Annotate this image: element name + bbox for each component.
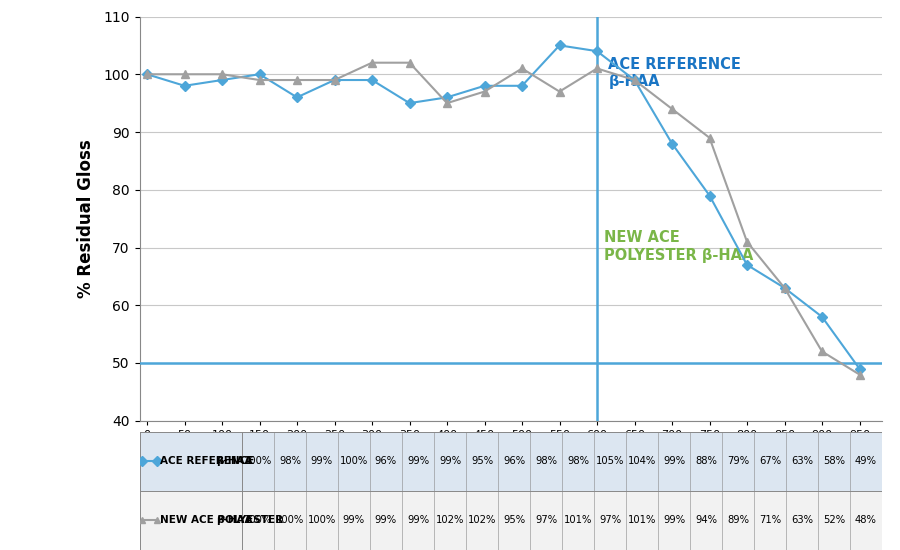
Text: ACE REFERENCE: ACE REFERENCE (160, 456, 255, 466)
Text: 89%: 89% (727, 515, 749, 525)
Text: 100%: 100% (275, 515, 304, 525)
Text: 58%: 58% (823, 456, 845, 466)
Text: 71%: 71% (759, 515, 781, 525)
Text: 105%: 105% (596, 456, 625, 466)
Text: NEW ACE
POLYESTER β-HAA: NEW ACE POLYESTER β-HAA (605, 230, 754, 262)
Text: β-HAA: β-HAA (216, 515, 253, 525)
Text: 95%: 95% (503, 515, 525, 525)
Text: 63%: 63% (791, 515, 813, 525)
Text: 96%: 96% (503, 456, 525, 466)
Text: 101%: 101% (628, 515, 656, 525)
Text: 98%: 98% (567, 456, 589, 466)
Text: 99%: 99% (375, 515, 397, 525)
Text: 104%: 104% (628, 456, 656, 466)
Text: NEW ACE POLYESTER: NEW ACE POLYESTER (160, 515, 284, 525)
Text: 100%: 100% (244, 515, 272, 525)
Text: 102%: 102% (468, 515, 496, 525)
Text: 98%: 98% (535, 456, 557, 466)
Text: β-HAA: β-HAA (216, 456, 253, 466)
Y-axis label: % Residual Gloss: % Residual Gloss (76, 139, 94, 298)
Text: 99%: 99% (407, 515, 429, 525)
Text: ACE REFERENCE
β-HAA: ACE REFERENCE β-HAA (608, 57, 741, 89)
Text: 52%: 52% (823, 515, 845, 525)
Text: 99%: 99% (663, 515, 685, 525)
Text: 97%: 97% (598, 515, 621, 525)
Text: 97%: 97% (535, 515, 557, 525)
Text: 67%: 67% (759, 456, 781, 466)
Bar (140, 432, 882, 491)
Text: 99%: 99% (310, 456, 333, 466)
Text: 94%: 94% (695, 515, 717, 525)
Text: 102%: 102% (436, 515, 464, 525)
Text: 98%: 98% (279, 456, 301, 466)
Text: 48%: 48% (855, 515, 877, 525)
Text: 99%: 99% (343, 515, 365, 525)
Text: 99%: 99% (407, 456, 429, 466)
Text: 63%: 63% (791, 456, 813, 466)
Text: 101%: 101% (563, 515, 592, 525)
Text: 96%: 96% (375, 456, 397, 466)
Text: 95%: 95% (471, 456, 493, 466)
Text: 100%: 100% (308, 515, 336, 525)
Text: 99%: 99% (663, 456, 685, 466)
Text: 49%: 49% (855, 456, 877, 466)
Bar (140, 491, 882, 550)
Text: 88%: 88% (695, 456, 717, 466)
Text: 100%: 100% (340, 456, 368, 466)
Text: 79%: 79% (727, 456, 749, 466)
Text: 100%: 100% (244, 456, 272, 466)
Text: 99%: 99% (439, 456, 461, 466)
